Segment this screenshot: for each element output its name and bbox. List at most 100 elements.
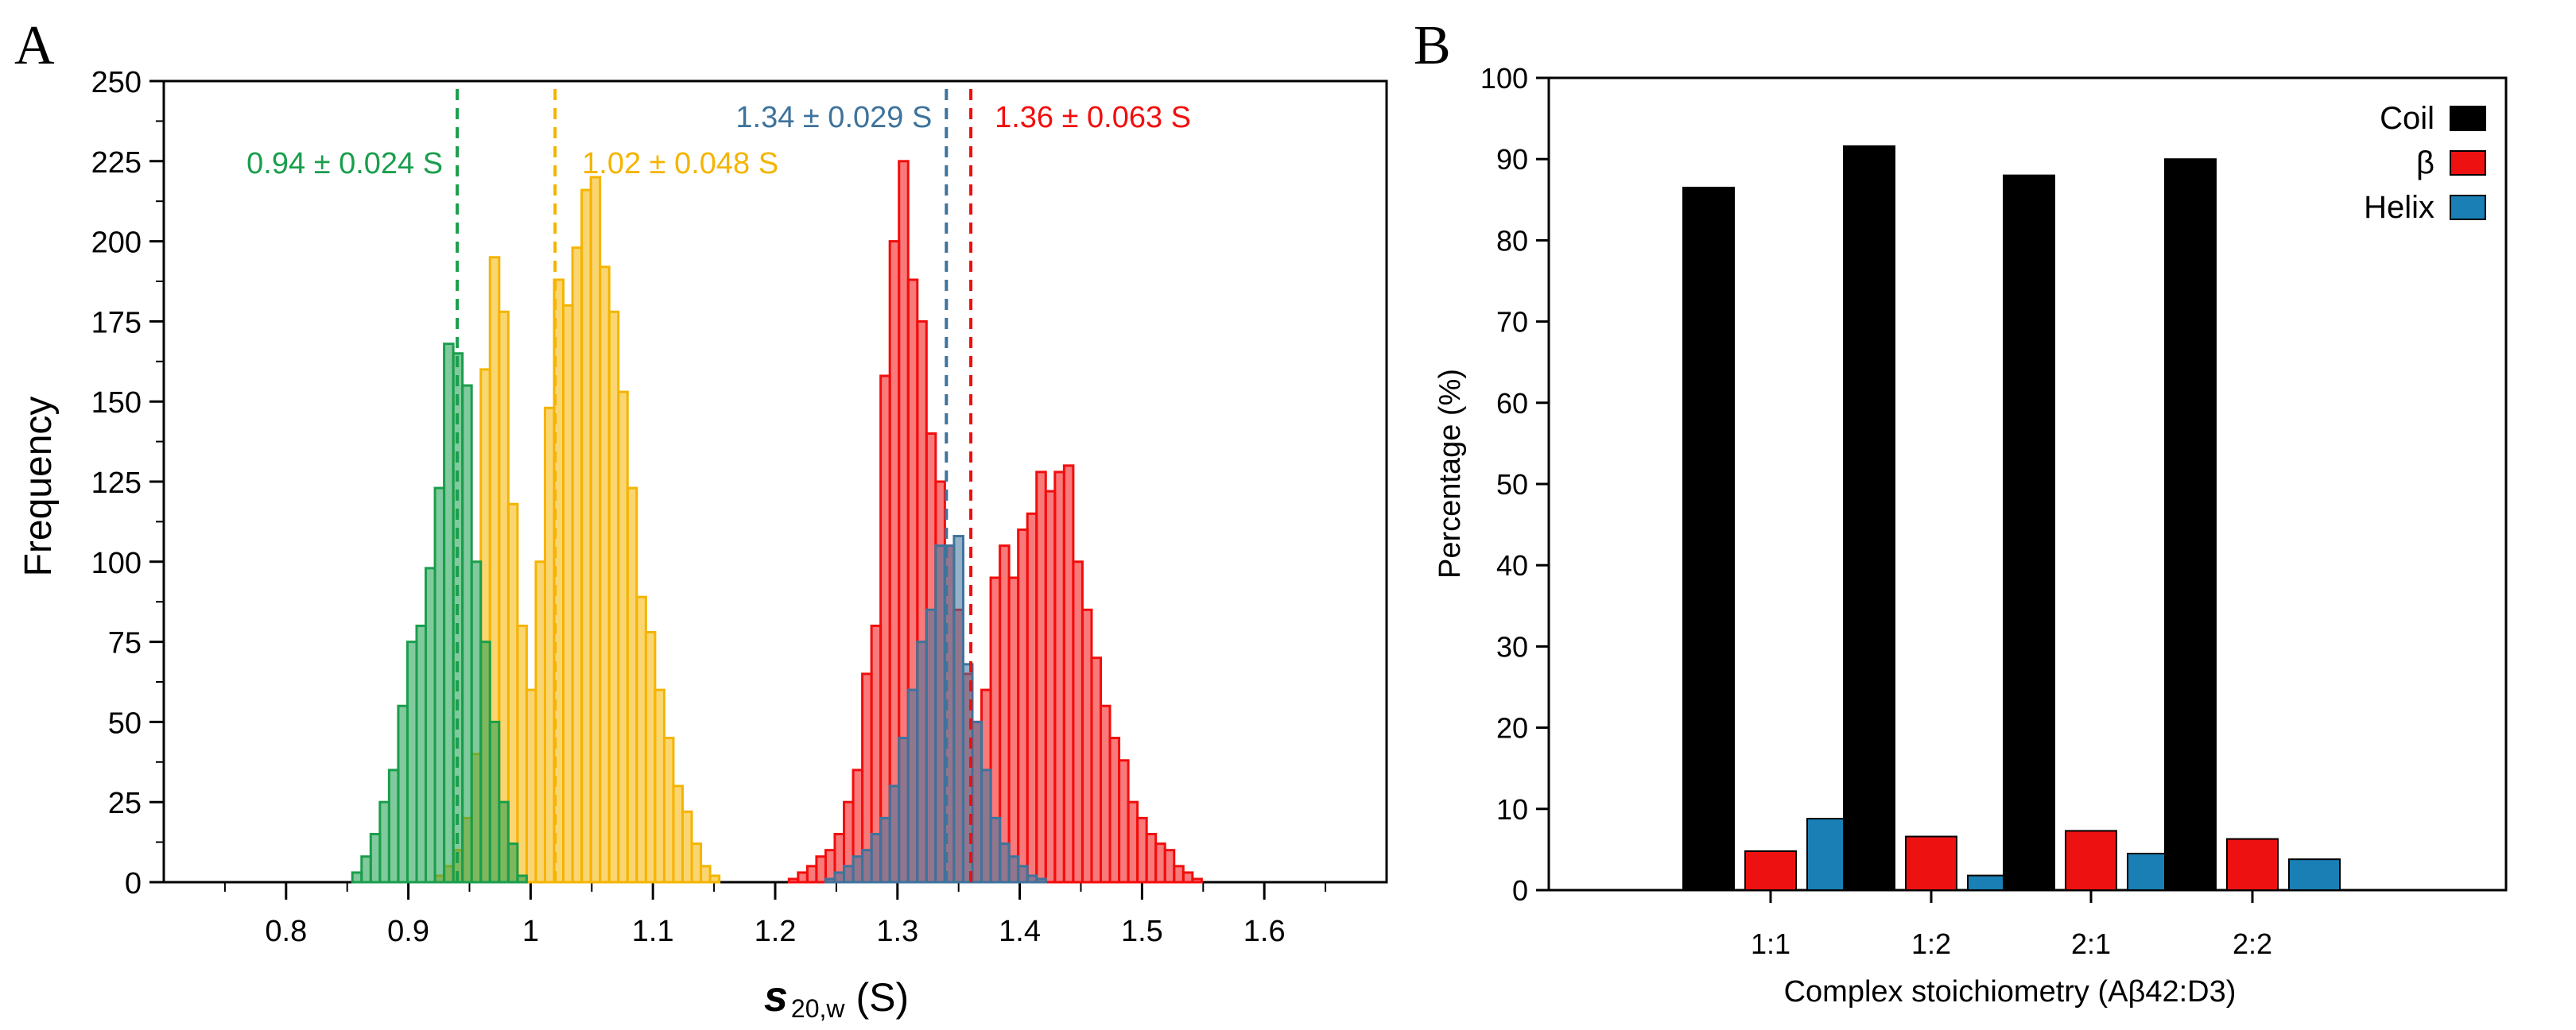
y-tick-label: 250	[91, 66, 142, 99]
histogram-bar	[580, 188, 592, 884]
y-tick-label: 175	[91, 306, 142, 339]
mean-annotations: 1.02 ± 0.048 S 0.94 ± 0.024 S 1.36 ± 0.063…	[246, 101, 1191, 180]
histogram-bar	[425, 567, 436, 884]
x-tick-label: 1.6	[1243, 915, 1286, 948]
legend-swatch	[2450, 195, 2486, 220]
histogram-bar	[879, 816, 891, 884]
histogram-bar	[470, 560, 483, 884]
histogram-bar	[906, 688, 919, 884]
bar	[1682, 186, 1735, 892]
x-axis-label-subscript: 20,w	[791, 994, 845, 1023]
histogram-bar	[925, 608, 937, 884]
histogram-bar	[1108, 737, 1121, 884]
bar-marks	[1682, 145, 2341, 892]
histogram-bar	[415, 624, 428, 884]
histogram-bar	[516, 874, 528, 884]
histogram-bar	[461, 384, 473, 884]
histogram-bar	[1136, 816, 1148, 884]
bar	[1905, 835, 1957, 891]
x-axis-label-symbol: s	[764, 973, 788, 1020]
y-tick-label: 90	[1496, 143, 1528, 176]
y-tick-label: 150	[91, 386, 142, 420]
histogram-bar	[1090, 656, 1102, 884]
histogram-bar	[543, 406, 556, 884]
histogram-bar	[553, 278, 565, 884]
histogram-bar	[943, 544, 956, 884]
histogram-bar	[1173, 865, 1185, 884]
histogram-axes: 0 25 50 75 100 125 150 175 200 225 250 0.8 0.9 1 1.1 1.…	[91, 66, 1388, 948]
mean-annotation: 1.02 ± 0.048 S	[582, 147, 778, 180]
histogram-bar	[952, 535, 964, 884]
histogram-bar	[672, 784, 684, 884]
histogram-bar	[506, 502, 519, 884]
histogram-bar	[852, 855, 864, 884]
histogram-bar	[888, 784, 901, 884]
histogram-bar	[562, 304, 574, 884]
histogram-bar	[805, 865, 818, 884]
y-tick-label: 80	[1496, 224, 1528, 257]
histogram-series-1	[351, 343, 528, 884]
y-tick-label: 225	[91, 146, 142, 180]
y-tick-label: 10	[1496, 793, 1528, 826]
histogram-bar	[999, 842, 1011, 884]
histogram-bar	[617, 390, 629, 884]
x-tick-label: 1.3	[876, 915, 918, 948]
y-tick-label: 70	[1496, 306, 1528, 339]
y-axis-label: Percentage (%)	[1433, 369, 1467, 579]
histogram-bar	[1035, 877, 1047, 884]
x-axis-label: s 20,w (S)	[764, 973, 909, 1023]
histogram-bar	[1191, 877, 1203, 884]
histogram-bar	[607, 310, 620, 884]
histogram-bar	[1062, 464, 1075, 884]
histogram-bar	[824, 849, 836, 884]
bar-axes: 0 10 20 30 40 50 60 70 80 90 100 1:1 1:2 2:1 2:2	[1480, 62, 2508, 960]
histogram-bar	[1026, 512, 1038, 884]
histogram-bar	[989, 816, 1002, 884]
histogram-bar	[1007, 576, 1020, 884]
histogram-bar	[1181, 871, 1194, 884]
y-tick-label: 50	[108, 707, 142, 740]
legend-label: Coil	[2380, 101, 2434, 136]
histogram-bar	[708, 874, 721, 884]
y-tick-label: 0	[125, 867, 142, 900]
histogram-series-3	[824, 535, 1047, 884]
bar	[2065, 830, 2117, 892]
histogram-bar	[787, 877, 800, 884]
histogram-bar	[1118, 759, 1130, 884]
y-tick-label: 30	[1496, 630, 1528, 663]
histogram-bar	[433, 486, 446, 884]
legend-label: β	[2416, 145, 2434, 180]
plot-frame	[162, 79, 1388, 884]
x-tick-label: 0.9	[387, 915, 429, 948]
histogram-bar	[635, 595, 647, 884]
mean-annotation: 0.94 ± 0.024 S	[246, 147, 443, 180]
y-tick-label: 50	[1496, 468, 1528, 501]
histogram-bar	[405, 641, 418, 884]
histogram-bar	[1080, 608, 1093, 884]
histogram-bar	[1017, 528, 1029, 884]
histogram-bar	[1072, 560, 1084, 884]
histogram-bar	[824, 877, 836, 884]
x-tick-label: 0.8	[265, 915, 307, 948]
histogram-bar	[1145, 833, 1158, 884]
histogram-bar	[626, 486, 638, 884]
histogram-bar	[815, 855, 827, 884]
histogram-bar	[351, 871, 363, 884]
bar-group-3	[2164, 158, 2341, 892]
panel-a: A 0 25 50 75 100 125 150 175 200 225 250 0.8 0.9 1 1.1…	[14, 15, 1388, 1023]
y-tick-label: 60	[1496, 387, 1528, 420]
y-tick-label: 25	[108, 787, 142, 820]
histogram-bar	[506, 842, 519, 884]
histogram-bar	[1053, 470, 1065, 884]
panel-a-label: A	[14, 15, 55, 76]
y-tick-label: 200	[91, 227, 142, 260]
histogram-bar	[369, 833, 382, 884]
histogram-bar	[1163, 849, 1176, 884]
legend: Coil β Helix	[2364, 101, 2486, 225]
x-tick-label: 2:1	[2071, 927, 2111, 960]
bar-group-0	[1682, 186, 1859, 892]
y-axis-label: Frequency	[17, 397, 60, 577]
histogram-bar	[1007, 855, 1020, 884]
x-tick-label: 1:1	[1751, 927, 1790, 960]
